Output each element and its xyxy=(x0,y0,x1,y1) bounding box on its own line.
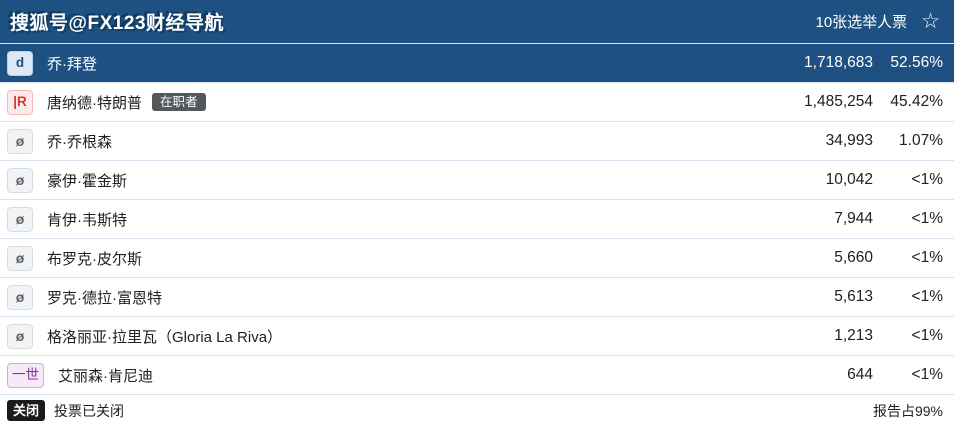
vote-count: 1,718,683 xyxy=(804,54,873,71)
vote-count: 5,613 xyxy=(834,288,873,305)
vote-percent: 45.42% xyxy=(890,93,943,110)
status-badge: 关闭 xyxy=(7,399,46,422)
candidate-row: d 乔·拜登 1,718,683 52.56% xyxy=(0,44,954,83)
electoral-votes-label: 10张选举人票 xyxy=(815,14,908,31)
header-right: 10张选举人票 ☆ xyxy=(815,11,942,32)
candidate-name: 艾丽森·肯尼迪 xyxy=(58,367,153,385)
candidate-name: 肯伊·韦斯特 xyxy=(47,211,127,229)
vote-percent: <1% xyxy=(911,171,943,188)
candidate-row: 一世 艾丽森·肯尼迪 644 <1% xyxy=(0,356,954,395)
party-badge-rep: |R xyxy=(7,89,33,115)
candidate-row: ø 罗克·德拉·富恩特 5,613 <1% xyxy=(0,278,954,317)
candidate-row: |R 唐纳德·特朗普 在职者 1,485,254 45.42% xyxy=(0,83,954,122)
results-header: 搜狐号@FX123财经导航 10张选举人票 ☆ xyxy=(0,0,954,44)
watermark-text: 搜狐号@FX123财经导航 xyxy=(10,13,225,34)
vote-count: 10,042 xyxy=(825,171,873,188)
candidate-name: 乔·乔根森 xyxy=(47,133,112,151)
party-badge-other: ø xyxy=(7,167,33,193)
vote-count: 1,213 xyxy=(834,327,873,344)
vote-percent: 52.56% xyxy=(890,54,943,71)
vote-percent: <1% xyxy=(911,366,943,383)
vote-count: 5,660 xyxy=(834,249,873,266)
candidate-row: ø 格洛丽亚·拉里瓦（Gloria La Riva） 1,213 <1% xyxy=(0,317,954,356)
candidate-name: 豪伊·霍金斯 xyxy=(47,172,127,190)
reporting-percent: 报告占99% xyxy=(872,402,943,419)
vote-percent: <1% xyxy=(911,249,943,266)
vote-percent: <1% xyxy=(911,327,943,344)
party-badge-other: ø xyxy=(7,245,33,271)
party-badge-other: ø xyxy=(7,284,33,310)
vote-percent: <1% xyxy=(911,210,943,227)
candidate-row: ø 肯伊·韦斯特 7,944 <1% xyxy=(0,200,954,239)
candidate-row: ø 豪伊·霍金斯 10,042 <1% xyxy=(0,161,954,200)
favorite-star-icon[interactable]: ☆ xyxy=(921,10,940,33)
candidate-name: 布罗克·皮尔斯 xyxy=(47,250,142,268)
candidate-name: 罗克·德拉·富恩特 xyxy=(47,289,162,307)
candidate-name: 唐纳德·特朗普 xyxy=(47,94,142,112)
status-text: 投票已关闭 xyxy=(54,402,125,419)
party-badge-other: ø xyxy=(7,128,33,154)
candidate-name: 格洛丽亚·拉里瓦（Gloria La Riva） xyxy=(47,328,283,346)
party-badge-other: ø xyxy=(7,206,33,232)
poll-status: 关闭 投票已关闭 xyxy=(7,399,125,422)
party-badge-purple: 一世 xyxy=(7,362,44,388)
party-badge-dem: d xyxy=(7,50,33,76)
vote-count: 34,993 xyxy=(825,132,873,149)
candidate-row: ø 布罗克·皮尔斯 5,660 <1% xyxy=(0,239,954,278)
vote-percent: <1% xyxy=(911,288,943,305)
candidate-row: ø 乔·乔根森 34,993 1.07% xyxy=(0,122,954,161)
vote-count: 1,485,254 xyxy=(804,93,873,110)
vote-percent: 1.07% xyxy=(899,132,943,149)
incumbent-badge: 在职者 xyxy=(152,92,206,112)
results-footer: 关闭 投票已关闭 报告占99% xyxy=(0,395,954,426)
vote-count: 7,944 xyxy=(834,210,873,227)
vote-count: 644 xyxy=(847,366,873,383)
party-badge-other: ø xyxy=(7,323,33,349)
candidate-name: 乔·拜登 xyxy=(47,55,97,73)
